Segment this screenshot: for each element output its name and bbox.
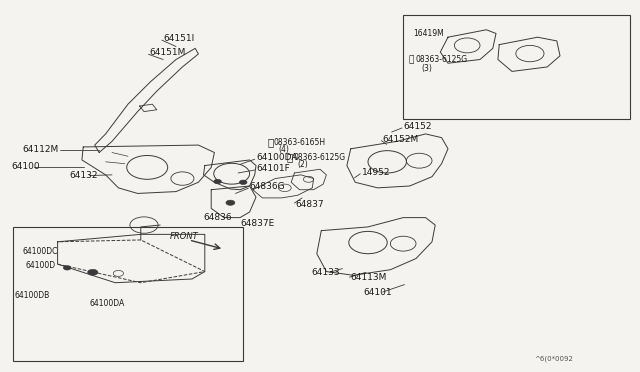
Text: 08363-6125G: 08363-6125G — [416, 55, 468, 64]
Text: 64113M: 64113M — [351, 273, 387, 282]
Text: 64836G: 64836G — [250, 182, 285, 191]
Text: Ⓢ: Ⓢ — [287, 153, 293, 162]
Bar — [13, 227, 243, 361]
Bar — [403, 15, 630, 119]
Circle shape — [63, 266, 71, 270]
Text: 08363-6125G: 08363-6125G — [293, 153, 345, 162]
Text: 64152: 64152 — [403, 122, 432, 131]
Circle shape — [226, 200, 235, 205]
Text: 64151M: 64151M — [150, 48, 186, 57]
Text: 08363-6165H: 08363-6165H — [274, 138, 326, 147]
Circle shape — [88, 269, 98, 275]
Text: FRONT: FRONT — [170, 232, 198, 241]
Text: 64100DA: 64100DA — [256, 153, 298, 162]
Text: 64836: 64836 — [204, 213, 232, 222]
Text: 64133: 64133 — [311, 268, 340, 277]
Text: Ⓢ: Ⓢ — [268, 137, 274, 147]
Text: 64152M: 64152M — [383, 135, 419, 144]
Text: 64101: 64101 — [364, 288, 392, 296]
Text: 64132: 64132 — [69, 171, 98, 180]
Text: 14952: 14952 — [362, 168, 390, 177]
Text: 64101F: 64101F — [256, 164, 290, 173]
Text: 64100DC: 64100DC — [22, 247, 58, 256]
Text: 64100: 64100 — [12, 162, 40, 171]
Text: 64100D: 64100D — [26, 262, 56, 270]
Circle shape — [214, 179, 221, 184]
Text: (3): (3) — [421, 64, 432, 73]
Text: 64112M: 64112M — [22, 145, 59, 154]
Text: 64100DB: 64100DB — [14, 291, 49, 300]
Text: 64837: 64837 — [296, 200, 324, 209]
Text: 16419M: 16419M — [413, 29, 444, 38]
Text: 64837E: 64837E — [240, 219, 275, 228]
Text: ^6(0*0092: ^6(0*0092 — [534, 356, 573, 362]
Circle shape — [239, 180, 247, 185]
Text: (4): (4) — [278, 145, 289, 154]
Text: (2): (2) — [298, 160, 308, 169]
Text: 64100DA: 64100DA — [90, 299, 125, 308]
Text: Ⓢ: Ⓢ — [408, 55, 413, 64]
Text: 64151l: 64151l — [163, 34, 195, 43]
